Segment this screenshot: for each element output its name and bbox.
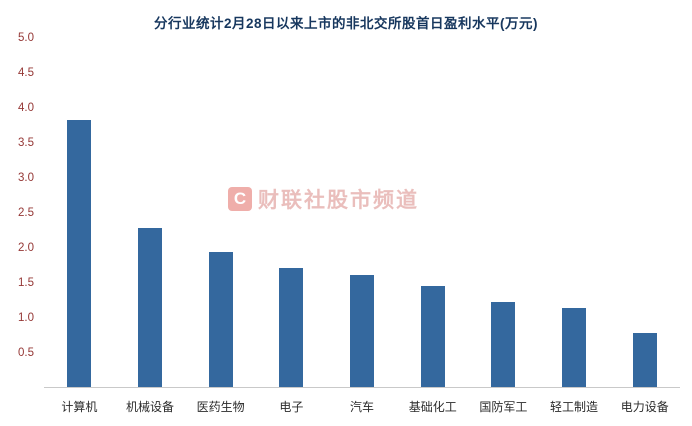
bar-slot: [609, 38, 680, 387]
x-axis: 计算机 机械设备 医药生物 电子 汽车 基础化工 国防军工 轻工制造 电力设备: [44, 392, 680, 416]
bar-slot: [44, 38, 115, 387]
bar-slot: [468, 38, 539, 387]
y-tick-label: 3.5: [18, 137, 34, 149]
y-tick-label: 4.0: [18, 102, 34, 114]
bar-电力设备: [632, 332, 657, 387]
x-tick-label: 电子: [279, 400, 304, 414]
plot-area: [44, 38, 680, 388]
y-tick-label: 3.0: [18, 172, 34, 184]
y-axis: 0.5 1.0 1.5 2.0 2.5 3.0 3.5 4.0 4.5 5.0: [0, 32, 40, 388]
bar-slot: [539, 38, 610, 387]
y-tick-label: 1.0: [18, 312, 34, 324]
bar-电子: [279, 268, 304, 387]
bar-基础化工: [420, 285, 445, 387]
x-tick-label: 医药生物: [196, 400, 245, 414]
bar-计算机: [67, 120, 92, 387]
bar-slot: [397, 38, 468, 387]
bar-机械设备: [138, 227, 162, 387]
x-tick-label: 国防军工: [479, 400, 528, 414]
bar-slot: [185, 38, 256, 387]
bar-医药生物: [208, 251, 233, 387]
bar-轻工制造: [562, 308, 587, 387]
x-tick-label: 汽车: [350, 400, 375, 414]
x-tick-label: 轻工制造: [550, 400, 599, 414]
x-tick-label: 机械设备: [126, 400, 175, 414]
bar-国防军工: [491, 301, 516, 387]
y-tick-label: 2.0: [18, 242, 34, 254]
y-tick-label: 5.0: [18, 32, 34, 44]
y-tick-label: 2.5: [18, 207, 34, 219]
y-tick-label: 4.5: [18, 67, 34, 79]
bar-slot: [327, 38, 398, 387]
bar-slot: [256, 38, 327, 387]
x-tick-label: 计算机: [61, 400, 98, 414]
y-tick-label: 1.5: [18, 277, 34, 289]
chart-title: 分行业统计2月28日以来上市的非北交所股首日盈利水平(万元): [153, 16, 538, 31]
y-tick-label: 0.5: [18, 347, 34, 359]
x-tick-label: 电力设备: [620, 400, 669, 414]
bar-slot: [115, 38, 186, 387]
bar-汽车: [350, 275, 375, 387]
x-tick-label: 基础化工: [408, 400, 457, 414]
bars-row: [44, 38, 680, 387]
